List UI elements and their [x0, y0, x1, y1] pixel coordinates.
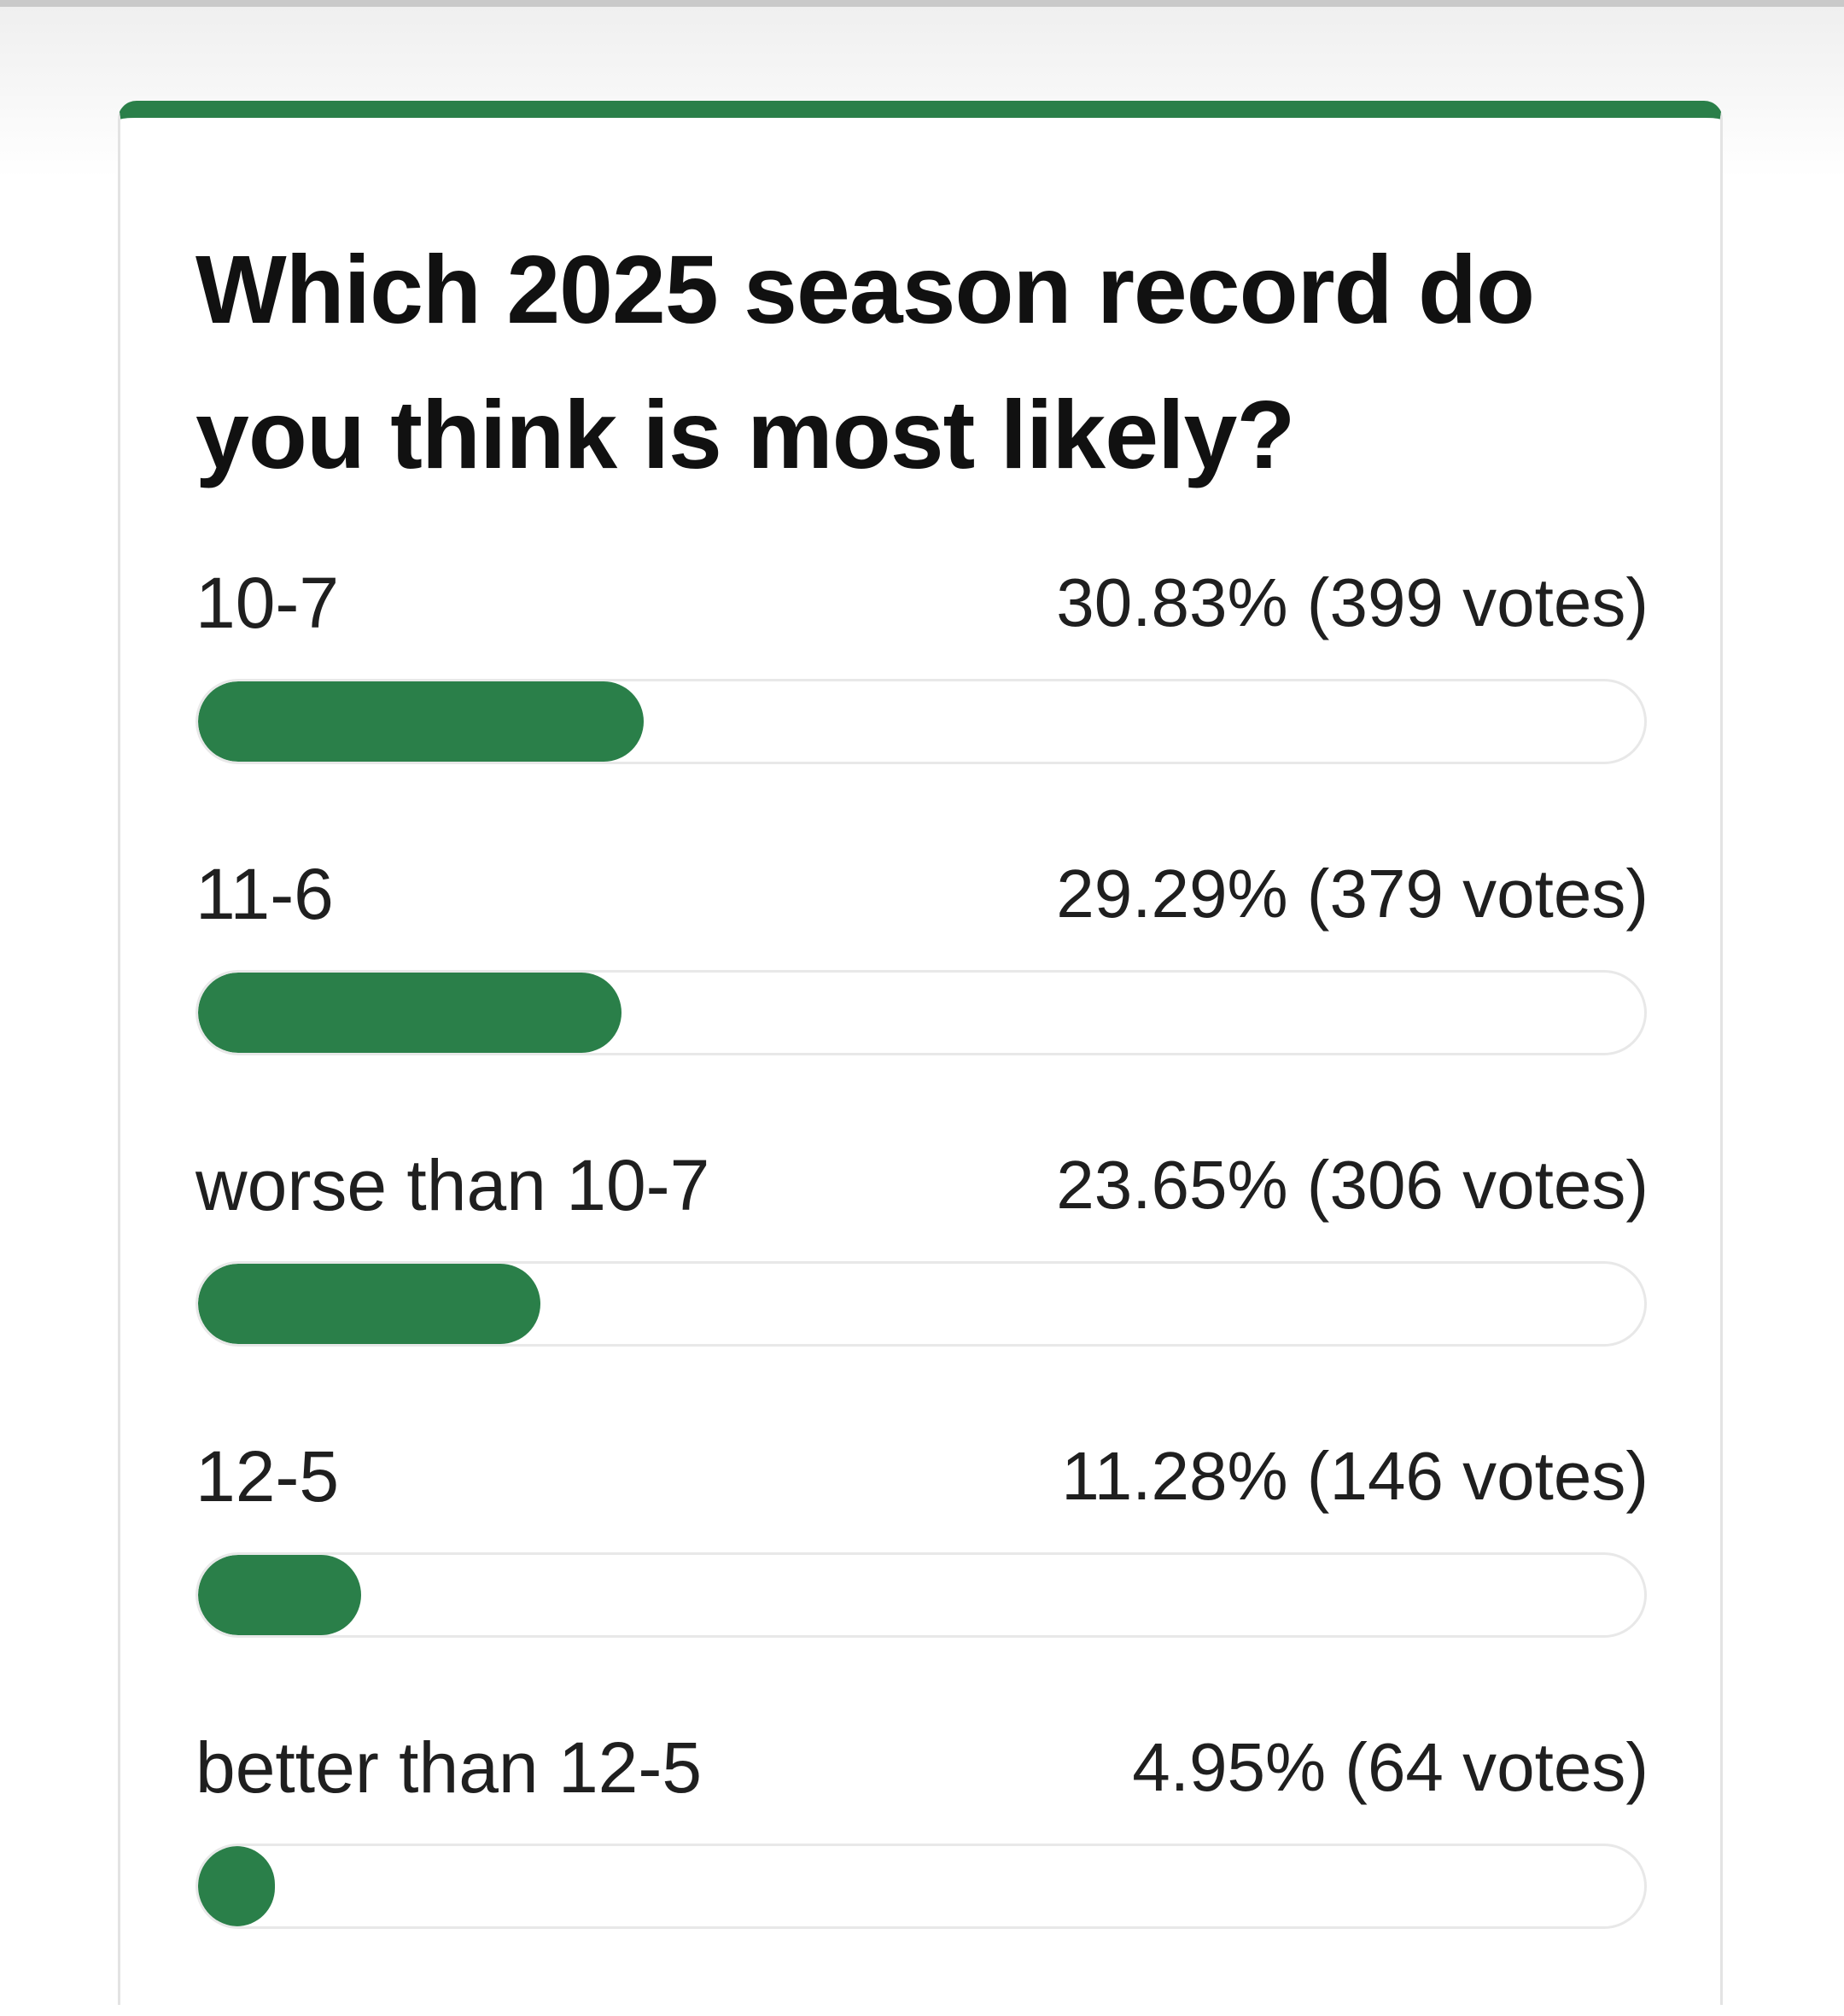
poll-option: better than 12-5 4.95% (64 votes) [195, 1725, 1649, 2016]
poll-option: 11-6 29.29% (379 votes) [195, 851, 1649, 1142]
poll-option: 12-5 11.28% (146 votes) [195, 1434, 1649, 1725]
poll-result-bar-fill [198, 973, 622, 1053]
poll-result-bar-fill [198, 681, 645, 762]
poll-option-label: 12-5 [195, 1435, 340, 1516]
poll-result-bar [195, 1552, 1647, 1638]
poll-options: 10-7 30.83% (399 votes) 11-6 29.29% (379… [195, 560, 1649, 2016]
poll-option-header: 10-7 30.83% (399 votes) [195, 560, 1649, 646]
poll-option-result: 30.83% (399 votes) [1056, 564, 1649, 640]
poll-result-bar-fill [198, 1846, 275, 1926]
poll-option-header: 12-5 11.28% (146 votes) [195, 1434, 1649, 1519]
poll-option-label: 11-6 [195, 853, 334, 934]
poll-option-header: worse than 10-7 23.65% (306 votes) [195, 1142, 1649, 1228]
poll-option-label: worse than 10-7 [195, 1144, 710, 1225]
poll-option-result: 4.95% (64 votes) [1132, 1729, 1649, 1805]
poll-option-header: better than 12-5 4.95% (64 votes) [195, 1725, 1649, 1810]
poll-option-header: 11-6 29.29% (379 votes) [195, 851, 1649, 937]
poll-option: 10-7 30.83% (399 votes) [195, 560, 1649, 851]
poll-option-result: 11.28% (146 votes) [1061, 1438, 1649, 1514]
poll-option-result: 29.29% (379 votes) [1056, 856, 1649, 932]
browser-top-border [0, 0, 1844, 7]
poll-question: Which 2025 season record do you think is… [195, 236, 1535, 488]
poll-result-bar-fill [198, 1555, 362, 1635]
poll-result-bar [195, 1844, 1647, 1929]
poll-option: worse than 10-7 23.65% (306 votes) [195, 1142, 1649, 1434]
poll-result-bar-fill [198, 1264, 540, 1344]
poll-result-bar [195, 1261, 1647, 1347]
poll-option-result: 23.65% (306 votes) [1056, 1147, 1649, 1223]
poll-option-label: better than 12-5 [195, 1727, 703, 1808]
poll-content: Which 2025 season record do you think is… [195, 118, 1649, 2016]
poll-result-bar [195, 970, 1647, 1055]
poll-card: Which 2025 season record do you think is… [118, 101, 1723, 2005]
poll-result-bar [195, 679, 1647, 764]
poll-option-label: 10-7 [195, 562, 340, 643]
